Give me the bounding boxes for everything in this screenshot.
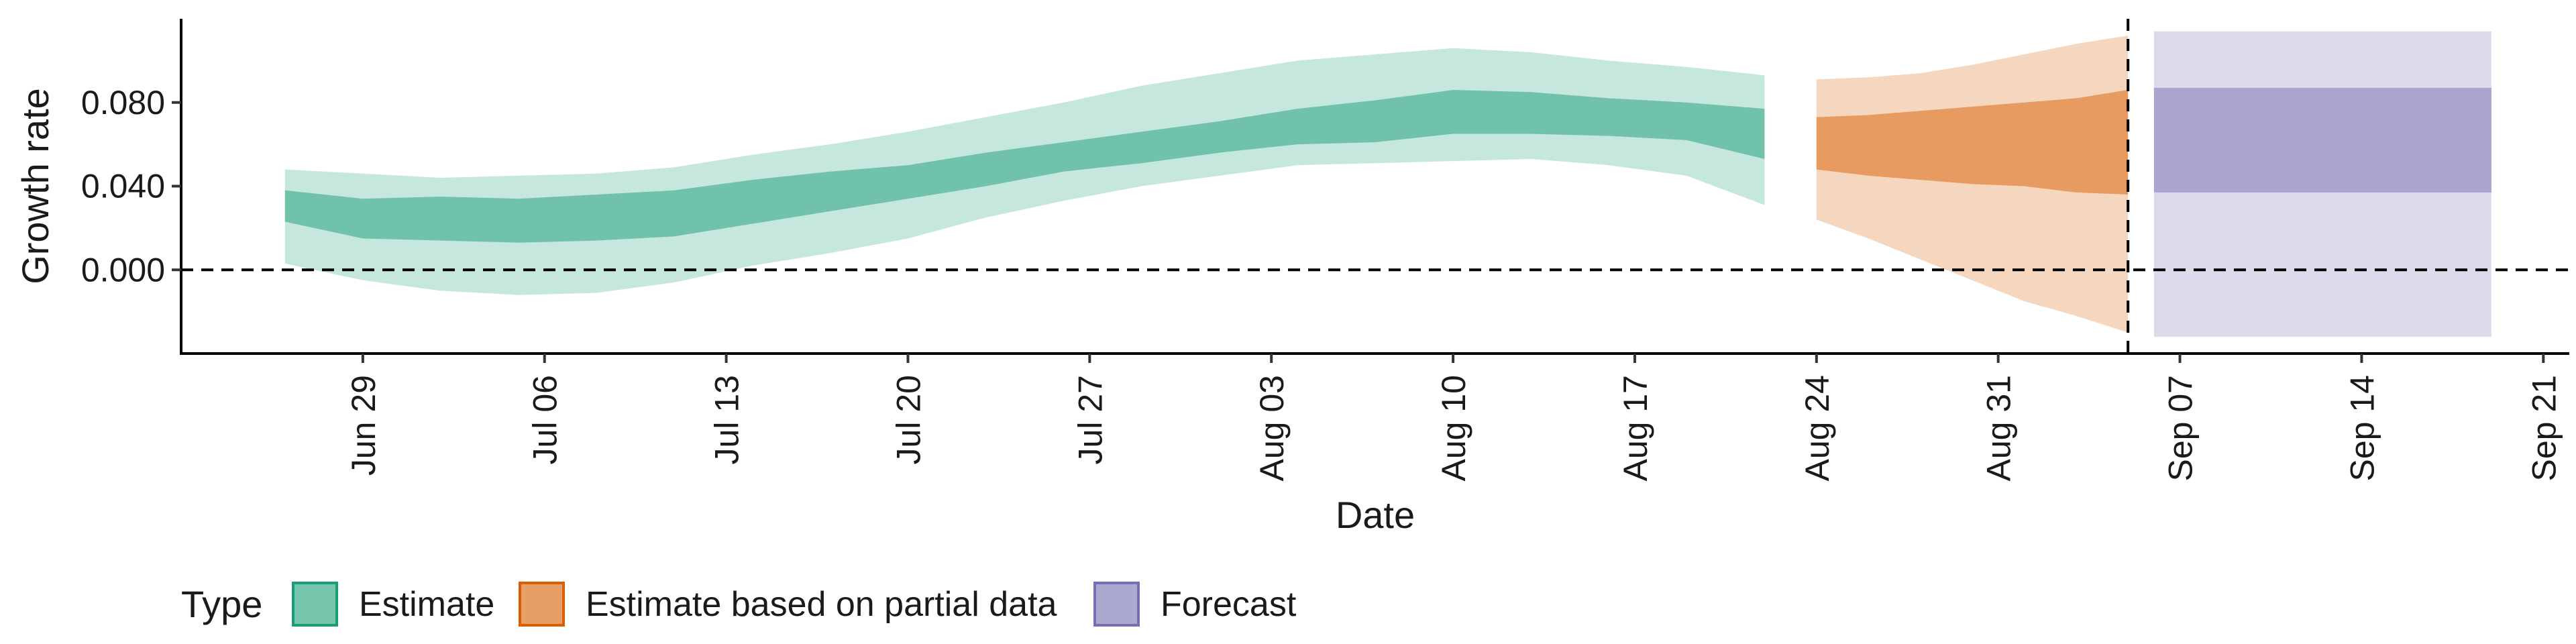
x-axis-title: Date	[1336, 494, 1415, 536]
x-tick-label: Aug 17	[1617, 375, 1654, 481]
forecast-inner-band	[2153, 87, 2491, 193]
y-axis-ticks: 0.000 0.040 0.080	[81, 84, 181, 288]
legend-label-forecast: Forecast	[1161, 585, 1297, 624]
legend-label-estimate: Estimate	[359, 585, 494, 624]
y-axis-title: Growth rate	[14, 88, 56, 284]
y-tick-label: 0.000	[81, 251, 165, 288]
x-tick-label: Aug 31	[1980, 375, 2018, 481]
x-tick-label: Sep 21	[2525, 375, 2563, 481]
legend-key-forecast	[1093, 582, 1140, 627]
reference-lines	[181, 19, 2569, 354]
x-tick-label: Jul 13	[708, 375, 746, 464]
x-tick-label: Aug 03	[1253, 375, 1291, 481]
y-tick-label: 0.040	[81, 168, 165, 205]
x-tick-label: Jul 27	[1071, 375, 1109, 464]
legend-label-partial: Estimate based on partial data	[586, 585, 1057, 624]
x-tick-label: Jul 20	[890, 375, 927, 464]
ribbon-layer	[284, 31, 2491, 337]
y-tick-label: 0.080	[81, 84, 165, 121]
x-axis-ticks: Jun 29 Jul 06 Jul 13 Jul 20 Jul 27 Aug 03 Aug …	[345, 354, 2563, 481]
x-tick-label: Jul 06	[527, 375, 564, 464]
x-tick-label: Sep 07	[2162, 375, 2200, 481]
x-tick-label: Sep 14	[2343, 375, 2381, 481]
estimate-based-on-partial-data-inner-band	[1816, 90, 2129, 195]
legend-title: Type	[181, 583, 262, 625]
estimate-inner-band	[284, 90, 1765, 243]
legend-key-partial	[519, 582, 565, 627]
legend-key-estimate	[292, 582, 338, 627]
x-tick-label: Aug 24	[1799, 375, 1836, 481]
x-tick-label: Aug 10	[1435, 375, 1472, 481]
x-tick-label: Jun 29	[345, 375, 382, 476]
legend: Type Estimate Estimate based on partial …	[181, 582, 1297, 627]
